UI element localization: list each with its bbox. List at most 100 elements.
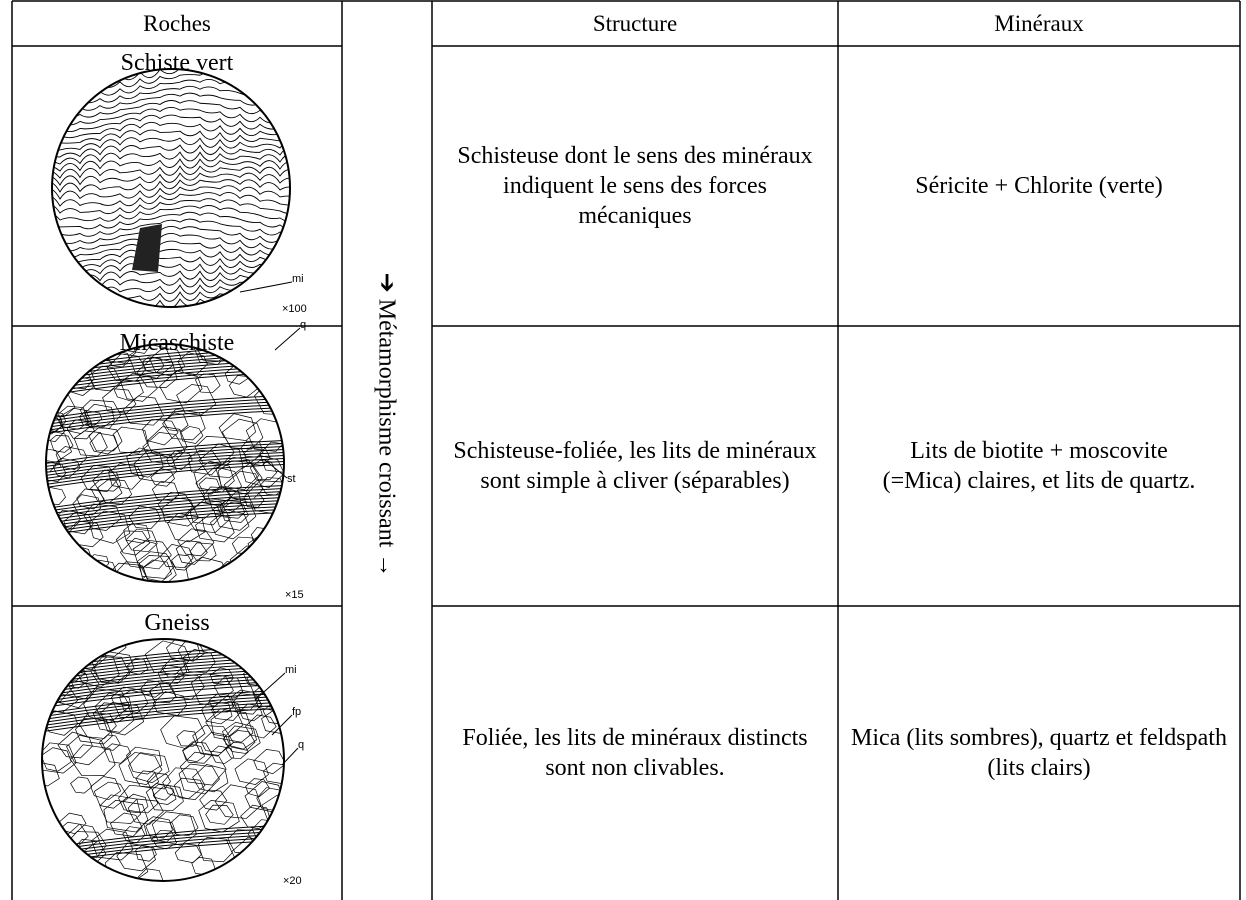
texture-line xyxy=(210,709,254,743)
texture-line xyxy=(247,529,284,564)
texture-line xyxy=(113,379,144,402)
texture-line xyxy=(192,725,234,757)
texture-line xyxy=(52,179,290,193)
texture-line xyxy=(52,247,290,265)
texture-line xyxy=(52,192,290,209)
texture-line xyxy=(52,284,290,298)
texture-line xyxy=(234,645,256,663)
texture-line xyxy=(197,836,233,863)
texture-line xyxy=(267,540,284,556)
texture-line xyxy=(46,439,284,466)
texture-line xyxy=(46,442,284,469)
texture-line xyxy=(270,398,284,415)
texture-line xyxy=(42,747,72,772)
texture-line xyxy=(185,556,229,582)
texture-line xyxy=(46,448,284,475)
texture-line xyxy=(42,639,75,665)
texture-line xyxy=(46,508,284,535)
texture-line xyxy=(212,561,250,582)
texture-line xyxy=(46,460,284,487)
texture-line xyxy=(76,488,105,510)
texture-line xyxy=(118,751,163,786)
texture-line xyxy=(242,559,273,582)
texture-line xyxy=(143,816,173,839)
texture-line xyxy=(152,786,177,805)
texture-line xyxy=(52,270,290,284)
texture-line xyxy=(52,165,290,179)
texture-line xyxy=(52,158,290,172)
texture-line xyxy=(142,419,179,446)
texture-line xyxy=(199,789,228,811)
thin-section-figure xyxy=(42,639,284,881)
texture-line xyxy=(79,399,122,429)
texture-line xyxy=(194,373,221,394)
texture-line xyxy=(247,819,284,849)
texture-line xyxy=(42,692,284,719)
texture-line xyxy=(245,778,271,798)
texture-line xyxy=(146,426,188,459)
texture-line xyxy=(104,851,149,881)
texture-line xyxy=(70,776,93,794)
texture-line xyxy=(244,356,278,380)
texture-line xyxy=(125,344,152,354)
texture-line xyxy=(52,85,290,104)
texture-line xyxy=(46,403,284,430)
texture-line xyxy=(262,698,284,725)
texture-line xyxy=(112,426,149,454)
figure-label: q xyxy=(298,739,304,751)
texture-line xyxy=(42,742,77,774)
texture-line xyxy=(46,484,284,511)
texture-line xyxy=(119,537,160,569)
texture-line xyxy=(220,564,263,582)
figure-label: ×20 xyxy=(283,875,302,887)
texture-line xyxy=(150,468,175,487)
texture-line xyxy=(49,435,74,453)
texture-line xyxy=(46,505,284,532)
texture-line xyxy=(52,291,290,305)
thin-section-figure xyxy=(40,69,320,327)
texture-line xyxy=(128,505,161,530)
texture-line xyxy=(210,509,250,540)
figure-outline xyxy=(51,68,291,308)
texture-line xyxy=(234,758,269,785)
texture-line xyxy=(52,121,290,139)
texture-line xyxy=(46,502,284,529)
texture-line xyxy=(66,734,107,766)
texture-line xyxy=(221,418,264,450)
texture-line xyxy=(46,409,284,436)
texture-line xyxy=(42,854,59,877)
texture-line xyxy=(96,344,130,355)
texture-line xyxy=(189,501,222,526)
texture-line xyxy=(46,496,284,523)
texture-line xyxy=(160,715,206,750)
texture-line xyxy=(261,710,284,734)
texture-line xyxy=(128,752,170,784)
texture-line xyxy=(46,406,284,433)
texture-line xyxy=(46,499,284,526)
texture-line xyxy=(262,762,284,784)
texture-line xyxy=(46,463,284,490)
texture-line xyxy=(103,799,149,833)
texture-line xyxy=(42,830,284,857)
texture-line xyxy=(46,400,284,427)
texture-line xyxy=(42,701,284,728)
texture-line xyxy=(228,730,256,751)
header-cell: Structure xyxy=(592,10,678,36)
texture-line xyxy=(46,362,284,389)
texture-line xyxy=(52,211,290,230)
texture-line xyxy=(40,312,320,327)
texture-line xyxy=(52,218,290,237)
texture-line xyxy=(42,839,284,866)
texture-line xyxy=(58,405,90,430)
structure-cell: Schisteuse-foliée, les lits de minéraux … xyxy=(453,438,817,494)
minerals-cell: Lits de biotite + moscovite (=Mica) clai… xyxy=(882,438,1196,494)
texture-line xyxy=(151,811,197,846)
texture-line xyxy=(256,787,284,812)
texture-line xyxy=(192,764,229,793)
figure-label: ×100 xyxy=(282,303,307,315)
texture-line xyxy=(253,563,278,582)
texture-line xyxy=(138,868,164,881)
texture-line xyxy=(50,360,77,380)
texture-line xyxy=(182,741,213,764)
texture-line xyxy=(46,487,284,514)
